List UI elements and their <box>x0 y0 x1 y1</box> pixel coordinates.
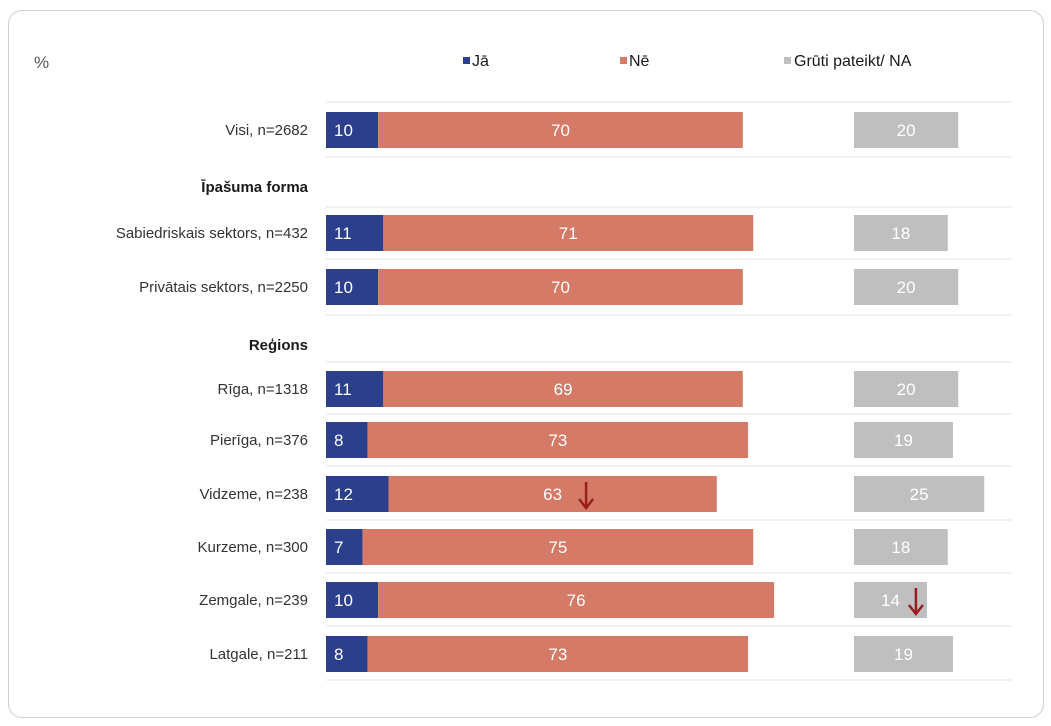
data-label-ne: 73 <box>548 645 567 664</box>
data-label-ja: 11 <box>334 224 352 243</box>
category-label: Privātais sektors, n=2250 <box>139 279 308 296</box>
category-label: Sabiedriskais sektors, n=432 <box>116 225 308 242</box>
category-label: Kurzeme, n=300 <box>198 539 309 556</box>
chart-rows: Visi, n=2682 10 70 20 Īpašuma forma Sabiedris… <box>116 101 1012 681</box>
bar-row-visi-n-2682: Visi, n=2682 10 70 20 <box>225 112 959 148</box>
data-label-ne: 63 <box>543 485 562 504</box>
bar-segment-ne <box>378 582 775 618</box>
category-label: Vidzeme, n=238 <box>199 486 308 503</box>
data-label-na: 20 <box>897 278 916 297</box>
bar-row-zemgale-n-239: Zemgale, n=239 10 76 14 <box>199 582 927 618</box>
bar-segment-na <box>854 269 959 305</box>
legend-label-ne: Nē <box>629 53 650 70</box>
bar-segment-ne <box>388 476 717 512</box>
data-label-ja: 11 <box>334 380 352 399</box>
data-label-ne: 76 <box>567 591 586 610</box>
bar-segment-na <box>854 422 953 458</box>
bar-segment-ja <box>326 371 384 407</box>
bar-segment-na <box>854 529 948 565</box>
data-label-ne: 75 <box>548 538 567 557</box>
bar-segment-ne <box>367 636 749 672</box>
category-label: Pierīga, n=376 <box>210 432 308 449</box>
data-label-ja: 10 <box>334 591 353 610</box>
data-label-ne: 70 <box>551 278 570 297</box>
bar-segment-ja <box>326 215 384 251</box>
bar-segment-ja <box>326 112 379 148</box>
category-label: Zemgale, n=239 <box>199 592 308 609</box>
bar-segment-na <box>854 636 953 672</box>
section-heading-regions: Reģions <box>249 337 308 354</box>
bar-segment-na <box>854 371 959 407</box>
bar-row-privatais-sektors-n-2250: Privātais sektors, n=2250 10 70 20 <box>139 269 959 305</box>
data-label-ja: 12 <box>334 485 353 504</box>
legend-swatch-ne <box>620 57 627 64</box>
bar-row-sabiedriskais-sektors-n-432: Sabiedriskais sektors, n=432 11 71 18 <box>116 215 948 251</box>
bar-segment-na <box>854 215 948 251</box>
data-label-na: 20 <box>897 121 916 140</box>
data-label-ne: 70 <box>551 121 570 140</box>
bar-row-kurzeme-n-300: Kurzeme, n=300 7 75 18 <box>198 529 948 565</box>
data-label-na: 25 <box>910 485 929 504</box>
bar-segment-ja <box>326 636 368 672</box>
data-label-ja: 8 <box>334 645 343 664</box>
data-label-na: 18 <box>891 538 910 557</box>
data-label-na: 14 <box>881 591 900 610</box>
data-label-na: 18 <box>891 224 910 243</box>
bar-segment-ja <box>326 476 389 512</box>
down-arrow-icon <box>578 482 595 511</box>
data-label-ne: 71 <box>559 224 578 243</box>
bar-segment-na <box>854 112 959 148</box>
bar-segment-ja <box>326 269 379 305</box>
bar-segment-ja <box>326 422 368 458</box>
category-label: Rīga, n=1318 <box>218 381 309 398</box>
category-label: Visi, n=2682 <box>225 122 308 139</box>
bar-row-riga-n-1318: Rīga, n=1318 11 69 20 <box>218 371 959 407</box>
data-label-ja: 10 <box>334 121 353 140</box>
legend-label-gruti-pateikt-na: Grūti pateikt/ NA <box>794 53 912 70</box>
data-label-ja: 8 <box>334 431 343 450</box>
bar-segment-ne <box>362 529 754 565</box>
data-label-ja: 10 <box>334 278 353 297</box>
unit-label: % <box>34 53 49 72</box>
data-label-ja: 7 <box>334 538 343 557</box>
down-arrow-icon <box>907 588 924 617</box>
bar-row-pieriga-n-376: Pierīga, n=376 8 73 19 <box>210 422 953 458</box>
data-label-ne: 73 <box>548 431 567 450</box>
bar-segment-na <box>854 476 985 512</box>
data-label-na: 19 <box>894 645 913 664</box>
bar-row-latgale-n-211: Latgale, n=211 8 73 19 <box>209 636 953 672</box>
bar-segment-ne <box>367 422 749 458</box>
bar-segment-ja <box>326 529 363 565</box>
legend-swatch-ja <box>463 57 470 64</box>
data-label-na: 19 <box>894 431 913 450</box>
bar-row-vidzeme-n-238: Vidzeme, n=238 12 63 25 <box>199 476 985 512</box>
section-heading-ipasuma-forma: Īpašuma forma <box>200 179 308 196</box>
legend: Jā Nē Grūti pateikt/ NA <box>463 53 912 70</box>
bar-segment-ja <box>326 582 379 618</box>
legend-label-ja: Jā <box>472 53 489 70</box>
bar-segment-ne <box>383 215 754 251</box>
legend-swatch-gruti-pateikt-na <box>784 57 791 64</box>
bar-segment-ne <box>383 371 743 407</box>
category-label: Latgale, n=211 <box>209 646 308 663</box>
bar-segment-ne <box>378 269 743 305</box>
data-label-na: 20 <box>897 380 916 399</box>
data-label-ne: 69 <box>554 380 573 399</box>
bar-segment-ne <box>378 112 743 148</box>
